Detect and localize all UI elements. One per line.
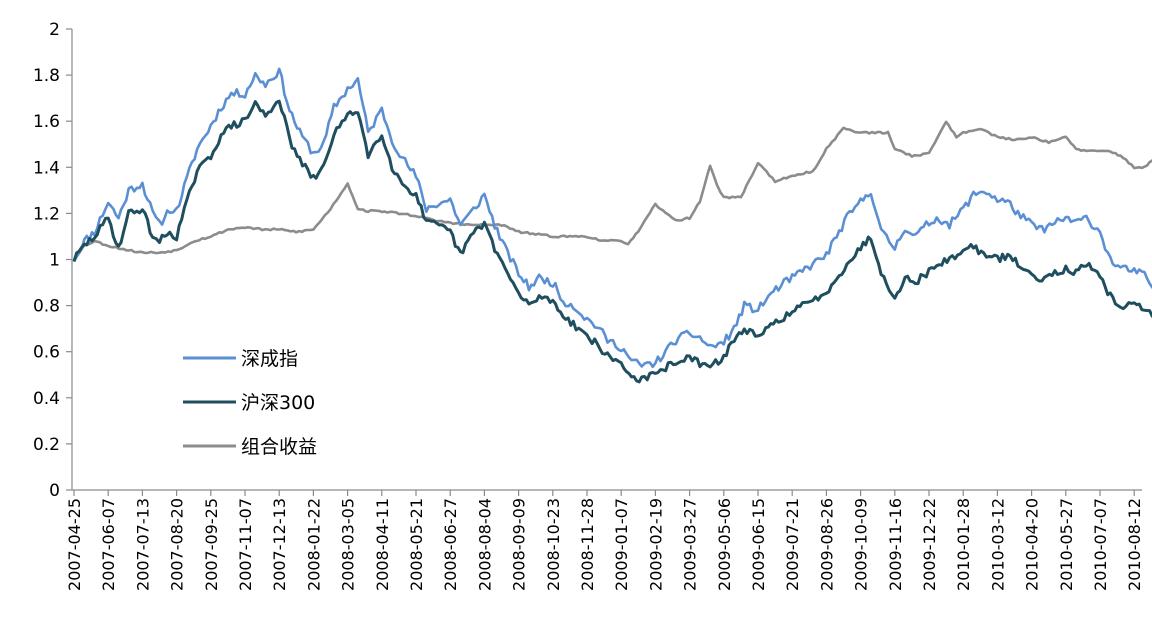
series-line xyxy=(73,120,1152,261)
y-tick-label: 1.6 xyxy=(33,112,60,132)
x-tick-label: 2007-11-07 xyxy=(236,498,255,591)
y-tick-label: 1 xyxy=(49,251,60,271)
x-tick-label: 2008-10-23 xyxy=(544,498,563,591)
x-tick-label: 2008-08-04 xyxy=(475,498,494,591)
y-tick-label: 0.2 xyxy=(33,435,60,455)
series-lines xyxy=(72,67,1152,384)
x-tick-label: 2009-02-19 xyxy=(646,498,665,591)
x-tick-label: 2010-01-28 xyxy=(954,498,973,591)
y-tick-label: 1.8 xyxy=(33,66,60,86)
y-tick-label: 0.4 xyxy=(33,389,60,409)
y-tick-label: 0.6 xyxy=(33,343,60,363)
x-tick-label: 2010-04-20 xyxy=(1023,498,1042,591)
series-line xyxy=(72,67,1152,369)
x-tick-label: 2009-01-07 xyxy=(612,498,631,591)
legend-label: 组合收益 xyxy=(241,436,317,458)
x-tick-label: 2008-04-11 xyxy=(373,498,392,591)
y-ticks: 0 0.2 0.4 0.6 0.8 1 1.2 1.4 1.6 1.8 2 xyxy=(33,20,72,501)
x-tick-label: 2008-11-28 xyxy=(578,498,597,591)
y-tick-label: 0 xyxy=(49,481,60,501)
x-tick-label: 2007-08-20 xyxy=(168,498,187,591)
x-tick-label: 2010-07-07 xyxy=(1091,498,1110,591)
y-tick-label: 2 xyxy=(49,20,60,40)
x-tick-label: 2010-03-12 xyxy=(988,498,1007,591)
x-tick-label: 2009-03-27 xyxy=(681,498,700,591)
legend-label: 沪深300 xyxy=(241,392,315,414)
x-tick-label: 2007-12-13 xyxy=(270,498,289,591)
x-tick-label: 2007-09-25 xyxy=(202,498,221,591)
x-tick-label: 2007-04-25 xyxy=(65,498,84,591)
x-tick-label: 2009-08-26 xyxy=(817,498,836,591)
axes xyxy=(71,29,1142,491)
y-tick-label: 0.8 xyxy=(33,297,60,317)
x-ticks: 2007-04-25 2007-06-07 2007-07-13 2007-08-20… xyxy=(65,490,1144,591)
x-tick-label: 2008-01-22 xyxy=(304,498,323,591)
x-tick-label: 2007-06-07 xyxy=(99,498,118,591)
x-tick-label: 2009-11-16 xyxy=(886,498,905,591)
x-tick-label: 2010-08-12 xyxy=(1125,498,1144,591)
x-tick-label: 2008-03-05 xyxy=(339,498,358,591)
x-tick-label: 2007-07-13 xyxy=(133,498,152,591)
x-tick-label: 2010-05-27 xyxy=(1057,498,1076,591)
x-tick-label: 2008-05-21 xyxy=(407,498,426,591)
x-tick-label: 2009-12-22 xyxy=(920,498,939,591)
y-tick-label: 1.2 xyxy=(33,204,60,224)
x-tick-label: 2009-10-09 xyxy=(852,498,871,591)
y-tick-label: 1.4 xyxy=(33,158,60,178)
x-tick-label: 2008-09-09 xyxy=(510,498,529,591)
x-tick-label: 2008-06-27 xyxy=(441,498,460,591)
x-tick-label: 2009-05-06 xyxy=(715,498,734,591)
legend-label: 深成指 xyxy=(241,348,298,370)
x-tick-label: 2009-06-15 xyxy=(749,498,768,591)
x-tick-label: 2009-07-21 xyxy=(783,498,802,591)
series-line xyxy=(72,99,1152,384)
